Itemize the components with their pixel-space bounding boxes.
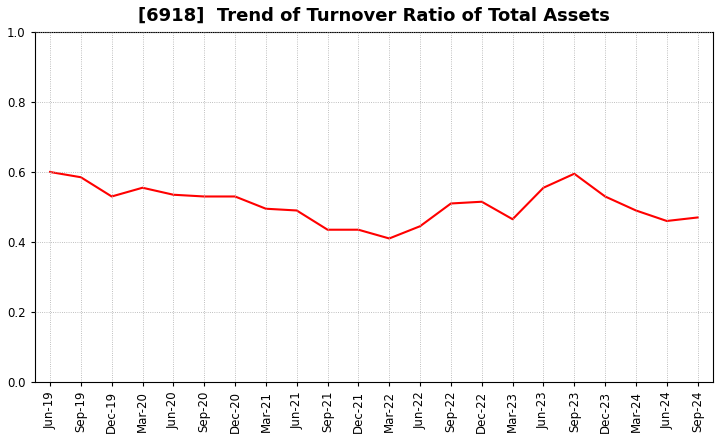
Title: [6918]  Trend of Turnover Ratio of Total Assets: [6918] Trend of Turnover Ratio of Total … xyxy=(138,7,610,25)
